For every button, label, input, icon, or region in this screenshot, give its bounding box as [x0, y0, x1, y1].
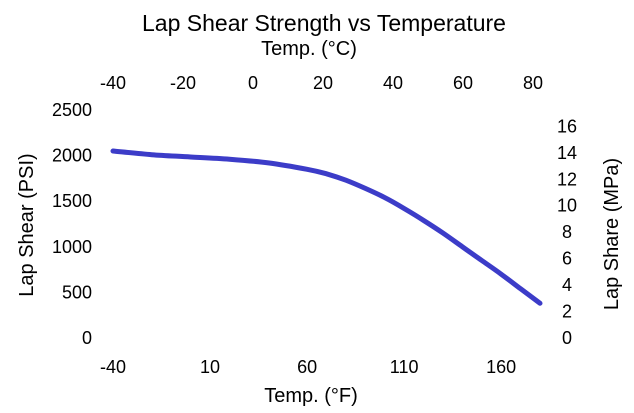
y-tick-label: 500 — [62, 282, 92, 302]
y-tick-label: 0 — [82, 328, 92, 348]
right-axis-label: Lap Share (MPa) — [601, 158, 623, 310]
chart-title: Lap Shear Strength vs Temperature — [142, 10, 506, 36]
right-tick-labels: 0 2 4 6 8 10 12 14 16 — [557, 116, 577, 348]
x2-tick-label: 0 — [248, 73, 258, 93]
series-line-0 — [110, 148, 543, 306]
left-axis-label: Lap Shear (PSI) — [16, 153, 38, 296]
y-tick-label: 2000 — [52, 146, 92, 166]
series-layer — [110, 148, 543, 306]
x2-tick-label: 60 — [453, 73, 473, 93]
y2-tick-label: 0 — [562, 328, 572, 348]
y-tick-label: 1000 — [52, 237, 92, 257]
x-tick-label: -40 — [100, 357, 126, 377]
y2-tick-label: 16 — [557, 116, 577, 136]
x2-tick-label: 80 — [523, 73, 543, 93]
x-tick-label: 160 — [486, 357, 516, 377]
top-tick-labels: -40 -20 0 20 40 60 80 — [100, 73, 543, 93]
x2-tick-label: 40 — [383, 73, 403, 93]
y2-tick-label: 14 — [557, 143, 577, 163]
y2-tick-label: 8 — [562, 222, 572, 242]
x-tick-label: 60 — [297, 357, 317, 377]
y2-tick-label: 6 — [562, 249, 572, 269]
bottom-axis-label: Temp. (°F) — [264, 385, 358, 407]
left-tick-labels: 0 500 1000 1500 2000 2500 — [52, 100, 92, 348]
bottom-tick-labels: -40 10 60 110 160 — [100, 357, 516, 377]
x2-tick-label: -20 — [170, 73, 196, 93]
x2-tick-label: 20 — [313, 73, 333, 93]
x-tick-label: 10 — [200, 357, 220, 377]
top-axis-label: Temp. (°C) — [261, 38, 357, 60]
y2-tick-label: 10 — [557, 196, 577, 216]
y2-tick-label: 12 — [557, 169, 577, 189]
y2-tick-label: 2 — [562, 302, 572, 322]
x2-tick-label: -40 — [100, 73, 126, 93]
y2-tick-label: 4 — [562, 275, 572, 295]
y-tick-label: 1500 — [52, 191, 92, 211]
x-tick-label: 110 — [390, 357, 419, 377]
y-tick-label: 2500 — [52, 100, 92, 120]
